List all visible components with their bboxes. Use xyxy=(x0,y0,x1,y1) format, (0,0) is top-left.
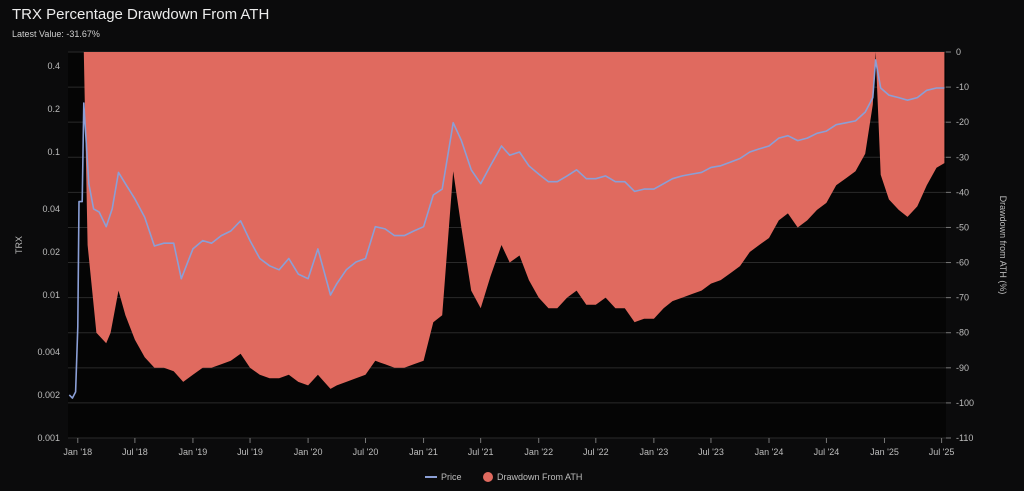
left-tick-label: 0.02 xyxy=(42,247,60,257)
x-tick-label: Jan '23 xyxy=(639,447,668,457)
right-tick-label: -30 xyxy=(956,152,969,162)
x-tick-label: Jan '20 xyxy=(294,447,323,457)
x-tick-label: Jul '20 xyxy=(353,447,379,457)
x-tick-label: Jul '21 xyxy=(468,447,494,457)
right-tick-label: -90 xyxy=(956,363,969,373)
x-tick-label: Jan '21 xyxy=(409,447,438,457)
left-tick-label: 0.001 xyxy=(37,433,60,443)
legend-drawdown-label[interactable]: Drawdown From ATH xyxy=(497,472,582,482)
left-axis-ticks: 0.001 0.002 0.004 0.01 0.02 0.04 0.1 0.2 0.4 xyxy=(37,61,60,443)
right-tick-label: -80 xyxy=(956,328,969,338)
x-tick-label: Jul '19 xyxy=(237,447,263,457)
right-tick-label: -100 xyxy=(956,398,974,408)
right-axis-label: Drawdown from ATH (%) xyxy=(998,196,1008,295)
left-tick-label: 0.4 xyxy=(47,61,60,71)
x-tick-label: Jan '22 xyxy=(524,447,553,457)
chart-title: TRX Percentage Drawdown From ATH xyxy=(12,6,270,23)
right-tick-label: -40 xyxy=(956,187,969,197)
chart-subtitle: Latest Value: -31.67% xyxy=(12,29,100,39)
x-tick-label: Jul '18 xyxy=(122,447,148,457)
right-tick-label: -70 xyxy=(956,293,969,303)
x-tick-label: Jul '24 xyxy=(814,447,840,457)
legend-drawdown-swatch xyxy=(483,472,493,482)
right-tick-label: -20 xyxy=(956,117,969,127)
x-tick-label: Jul '22 xyxy=(583,447,609,457)
left-tick-label: 0.002 xyxy=(37,390,60,400)
left-axis-label: TRX xyxy=(14,236,24,254)
x-tick-label: Jul '25 xyxy=(929,447,955,457)
drawdown-area xyxy=(68,52,945,389)
x-tick-label: Jan '18 xyxy=(63,447,92,457)
x-axis-ticks: Jan '18 Jul '18 Jan '19 Jul '19 Jan '20 Jul '… xyxy=(63,438,954,457)
left-tick-label: 0.1 xyxy=(47,147,60,157)
x-tick-label: Jul '23 xyxy=(698,447,724,457)
price-line-path xyxy=(68,59,945,399)
right-tick-label: -60 xyxy=(956,258,969,268)
x-tick-label: Jan '19 xyxy=(179,447,208,457)
left-tick-label: 0.04 xyxy=(42,204,60,214)
legend-price-label[interactable]: Price xyxy=(441,472,462,482)
drawdown-area-path xyxy=(68,52,945,389)
left-tick-label: 0.2 xyxy=(47,104,60,114)
left-tick-label: 0.01 xyxy=(42,290,60,300)
price-line xyxy=(68,59,945,399)
x-tick-label: Jan '25 xyxy=(870,447,899,457)
right-tick-label: -50 xyxy=(956,222,969,232)
right-tick-label: 0 xyxy=(956,47,961,57)
legend[interactable]: Price Drawdown From ATH xyxy=(425,472,582,482)
x-tick-label: Jan '24 xyxy=(755,447,784,457)
left-tick-label: 0.004 xyxy=(37,347,60,357)
right-tick-label: -10 xyxy=(956,82,969,92)
right-tick-label: -110 xyxy=(956,433,973,443)
right-axis-ticks: 0 -10 -20 -30 -40 -50 -60 -70 -80 -90 -100 -110 xyxy=(946,47,974,443)
